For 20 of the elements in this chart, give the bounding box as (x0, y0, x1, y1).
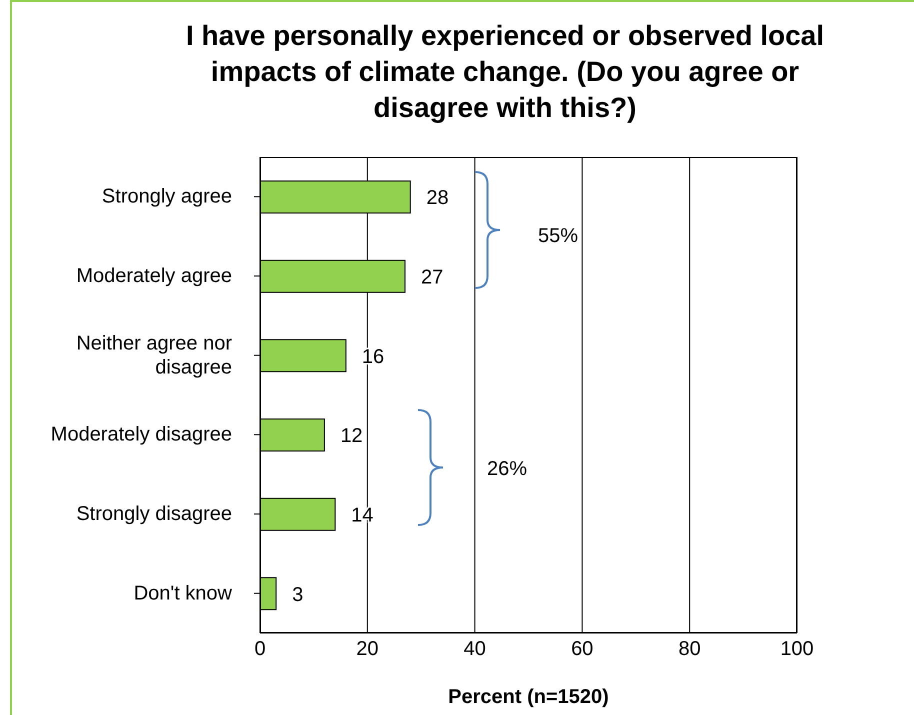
data-label: 12 (340, 425, 363, 448)
y-tick-label: Moderately disagree (50, 424, 232, 446)
x-tick-label: 20 (356, 638, 379, 660)
y-tick-label: Strongly agree (102, 186, 232, 208)
y-tick-label: Strongly disagree (76, 503, 232, 525)
x-tick-label: 60 (571, 638, 594, 660)
y-tick-label: Moderately agree (76, 265, 232, 287)
data-label: 27 (420, 266, 444, 288)
data-label: 28 (426, 187, 449, 210)
y-tick-label: Don't know (134, 582, 233, 604)
x-tick-label: 0 (254, 638, 266, 660)
x-tick-label: 40 (464, 638, 486, 660)
chart-title: I have personally experienced or observed local impacts of climate change. (Do you agree or disagree with this?) (184, 19, 826, 125)
annotation: 26% (487, 458, 528, 481)
x-tick-label: 80 (678, 638, 701, 660)
annotation: 55% (538, 225, 578, 248)
data-label: 3 (292, 584, 304, 606)
x-axis-title: Percent (n=1520) (448, 686, 609, 708)
y-tick-label: Neither agree nor disagree (76, 332, 232, 378)
x-tick-label: 100 (780, 638, 814, 660)
